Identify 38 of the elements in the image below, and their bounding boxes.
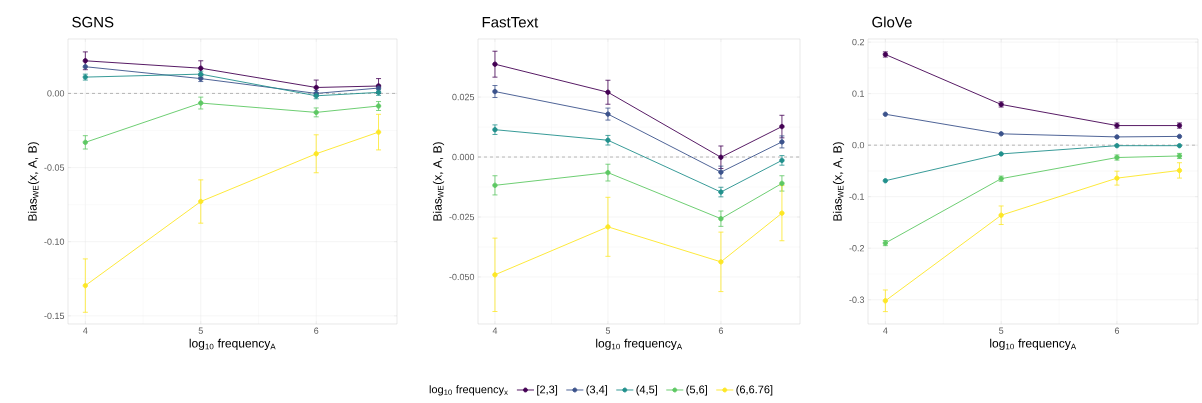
y-tick-label: 0.000 [452, 153, 475, 161]
y-tick-label: -0.05 [44, 164, 65, 171]
y-tick-label: 0.2 [852, 38, 865, 46]
x-tick-label: 6 [718, 327, 724, 334]
x-tick-label: 4 [492, 327, 498, 334]
legend-label: (3,4] [586, 385, 608, 396]
x-tick-label: 4 [883, 327, 888, 334]
x-tick-label: 6 [314, 327, 319, 334]
x-axis-title: log$_{10}$ frequency$_{A}$ [596, 338, 683, 350]
y-tick-label: -0.15 [44, 312, 65, 320]
chart-title: GloVe [872, 16, 912, 28]
x-tick-label: 6 [1114, 327, 1120, 334]
chart-title: SGNS [72, 16, 114, 28]
y-axis-title: Bias$_{WE}$(x, A, B) [432, 142, 445, 221]
chart-title: FastText [482, 17, 539, 28]
y-tick-label: 0.0 [852, 141, 865, 149]
y-axis-title: Bias$_{WE}$(x, A, B) [832, 142, 845, 221]
x-tick-label: 5 [605, 327, 611, 334]
legend-label: (6,6.76] [736, 385, 773, 396]
y-tick-label: -0.3 [849, 296, 865, 303]
y-tick-label: -0.025 [449, 213, 475, 221]
y-tick-label: -0.1 [849, 193, 865, 200]
x-axis-title: log$_{10}$ frequency$_{A}$ [990, 338, 1077, 350]
x-tick-label: 4 [83, 327, 88, 334]
legend-label: (5,6] [686, 385, 707, 396]
legend-label: (4,5] [636, 385, 658, 396]
x-tick-label: 5 [198, 327, 203, 334]
y-tick-label: 0.025 [452, 93, 475, 101]
legend-title: log$_{10}$ frequency$_{x}$ [429, 385, 508, 396]
y-tick-label: 0.1 [852, 90, 865, 97]
y-tick-label: 0.00 [47, 90, 65, 97]
x-axis-title: log$_{10}$ frequency$_{A}$ [189, 338, 276, 350]
legend-label: [2,3] [537, 385, 558, 396]
y-tick-label: -0.2 [849, 245, 865, 252]
y-axis-title: Bias$_{WE}$(x, A, B) [27, 142, 40, 221]
x-tick-label: 5 [999, 327, 1004, 334]
y-tick-label: -0.050 [449, 273, 475, 281]
y-tick-label: -0.10 [44, 238, 65, 245]
